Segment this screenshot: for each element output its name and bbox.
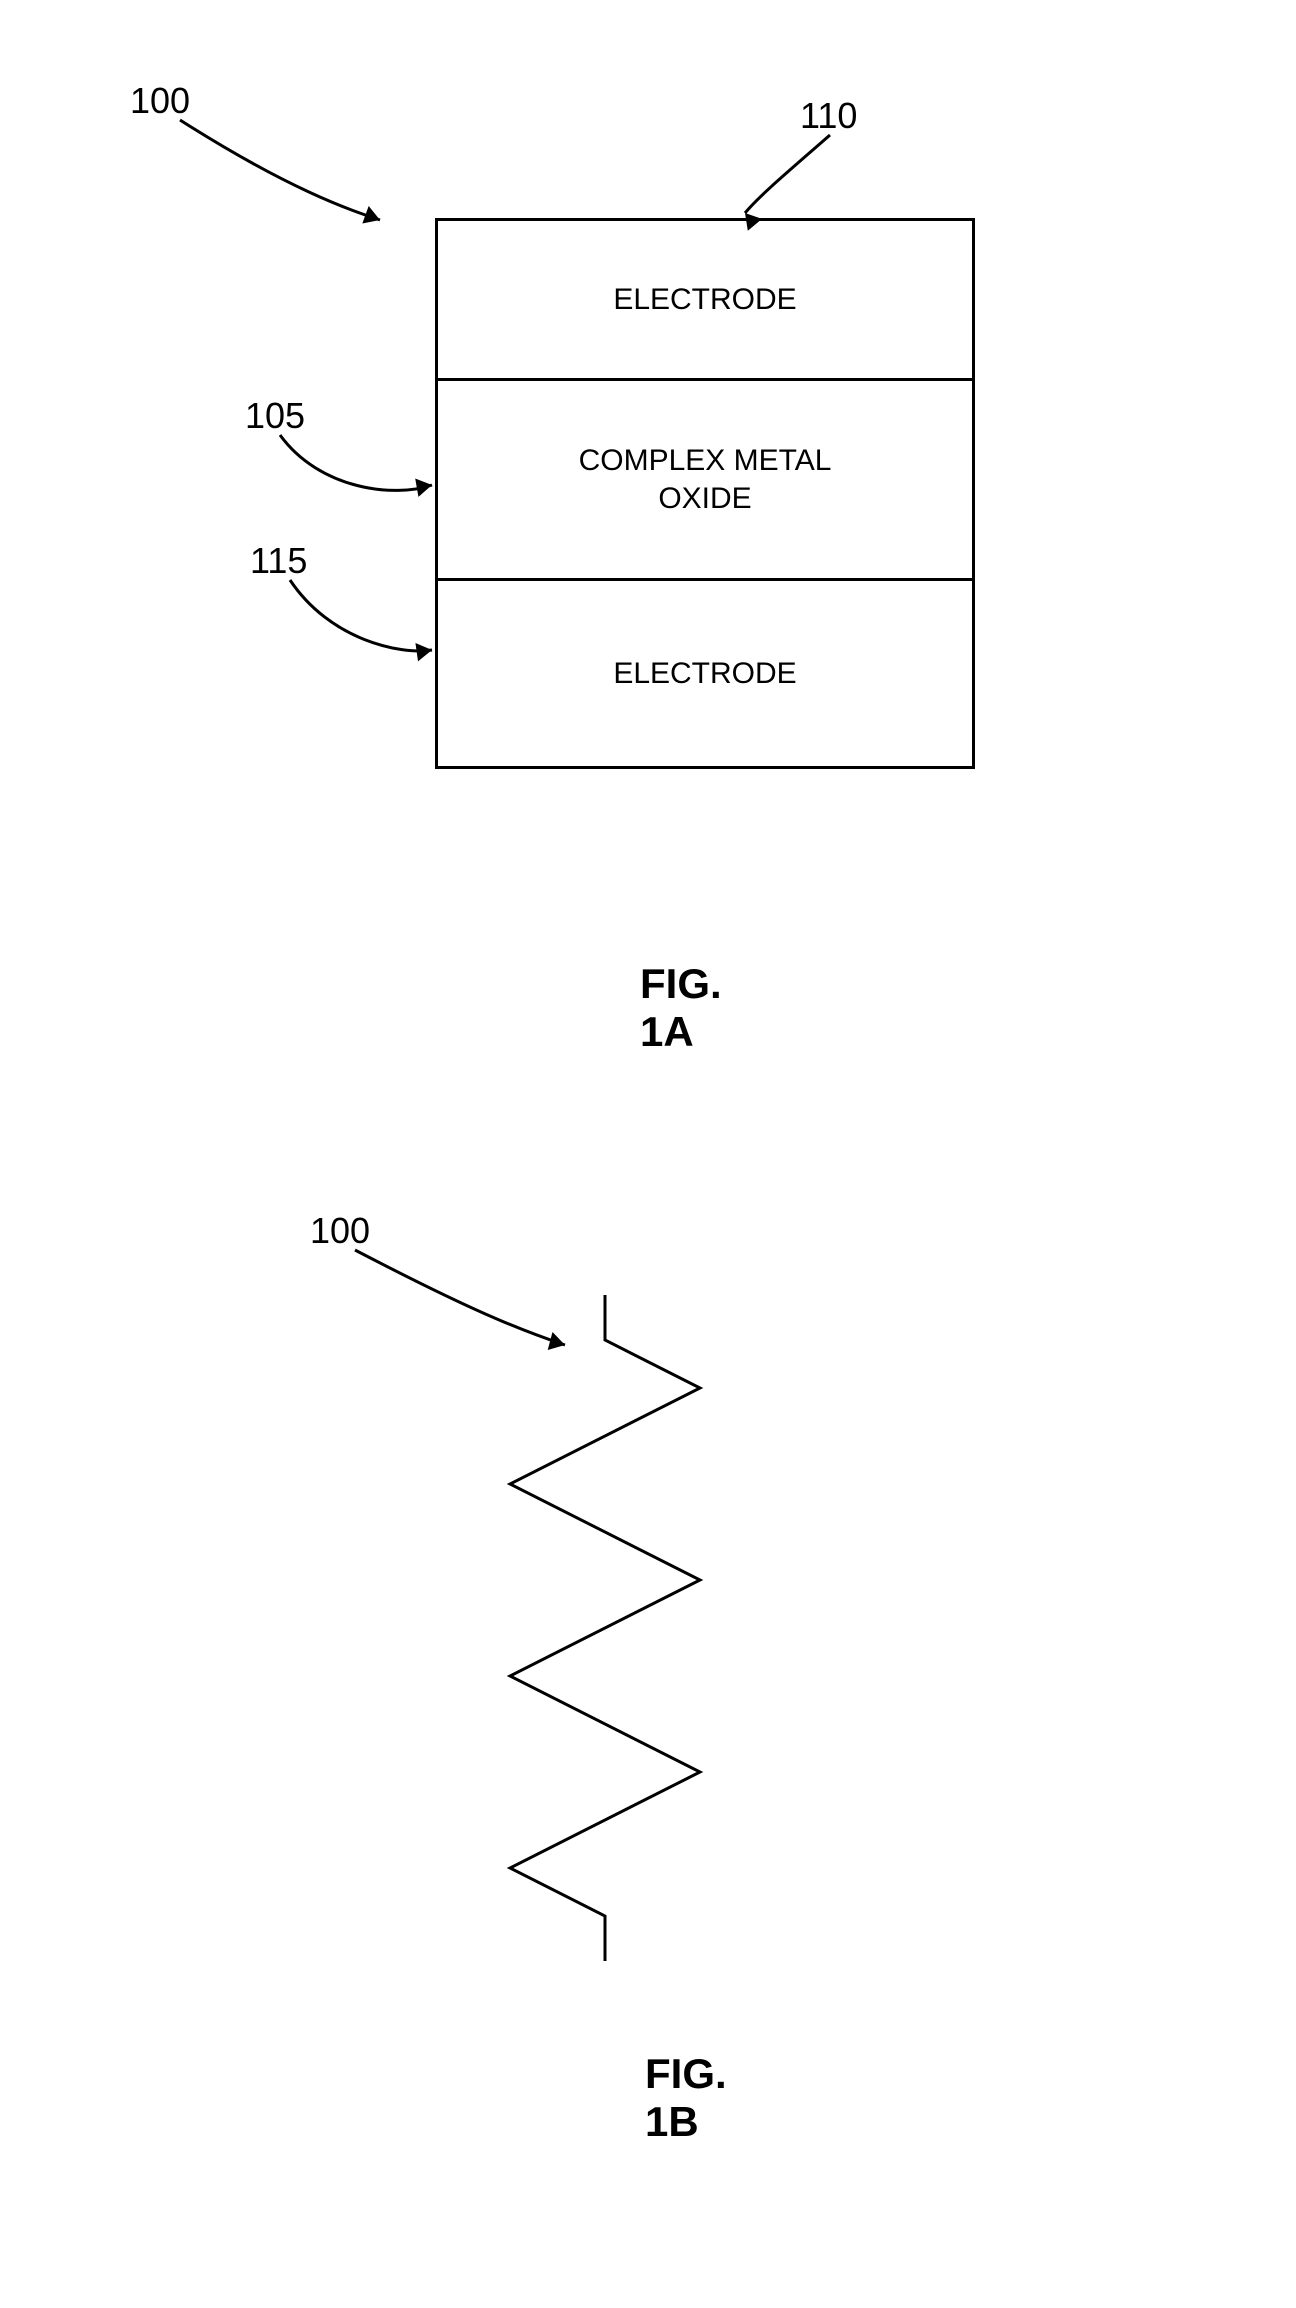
leader-lines-1b <box>0 0 1296 2308</box>
figure-1b-caption: FIG. 1B <box>645 2050 727 2146</box>
ref-label-100-b: 100 <box>310 1210 370 1252</box>
